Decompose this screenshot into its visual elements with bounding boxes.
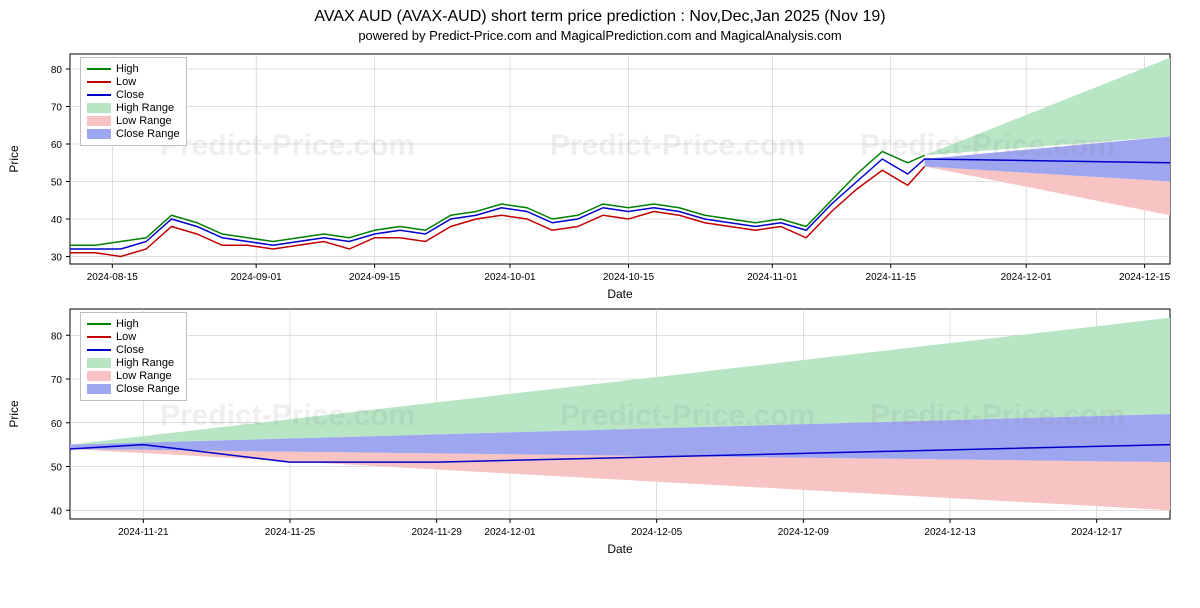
legend-close: Close <box>87 89 180 101</box>
svg-text:2024-11-15: 2024-11-15 <box>866 272 917 283</box>
legend-high-range: High Range <box>87 357 180 369</box>
legend-low-range: Low Range <box>87 115 180 127</box>
svg-text:50: 50 <box>51 178 63 189</box>
svg-text:Price: Price <box>7 400 21 428</box>
svg-text:2024-08-15: 2024-08-15 <box>87 272 139 283</box>
legend-close-range: Close Range <box>87 128 180 140</box>
legend-high: High <box>87 318 180 330</box>
legend-low: Low <box>87 76 180 88</box>
svg-text:30: 30 <box>51 253 63 264</box>
page-subtitle: powered by Predict-Price.com and Magical… <box>0 28 1200 43</box>
svg-text:40: 40 <box>51 506 63 517</box>
svg-text:50: 50 <box>51 463 63 474</box>
svg-text:70: 70 <box>51 375 63 386</box>
legend-low-range: Low Range <box>87 370 180 382</box>
svg-text:2024-11-25: 2024-11-25 <box>265 527 316 538</box>
legend-close: Close <box>87 344 180 356</box>
svg-text:2024-09-01: 2024-09-01 <box>231 272 283 283</box>
svg-text:2024-12-13: 2024-12-13 <box>924 527 976 538</box>
svg-text:70: 70 <box>51 103 63 114</box>
svg-text:2024-12-01: 2024-12-01 <box>1001 272 1053 283</box>
svg-text:2024-10-15: 2024-10-15 <box>603 272 655 283</box>
page-title: AVAX AUD (AVAX-AUD) short term price pre… <box>0 8 1200 26</box>
chart-1: 30 40 50 60 70 80 2024-08-15 2024-09-01 2024-09-… <box>0 49 1200 304</box>
svg-text:2024-12-09: 2024-12-09 <box>778 527 830 538</box>
svg-text:2024-11-29: 2024-11-29 <box>411 527 462 538</box>
svg-text:2024-11-21: 2024-11-21 <box>118 527 169 538</box>
svg-text:60: 60 <box>51 140 63 151</box>
legend-high: High <box>87 63 180 75</box>
svg-text:2024-12-01: 2024-12-01 <box>484 527 536 538</box>
svg-text:80: 80 <box>51 331 63 342</box>
legend-low: Low <box>87 331 180 343</box>
svg-text:2024-09-15: 2024-09-15 <box>349 272 401 283</box>
svg-text:60: 60 <box>51 419 63 430</box>
svg-text:Date: Date <box>607 287 633 301</box>
svg-text:2024-11-01: 2024-11-01 <box>747 272 798 283</box>
svg-text:40: 40 <box>51 215 63 226</box>
svg-text:2024-12-05: 2024-12-05 <box>631 527 683 538</box>
chart-1-legend: High Low Close High Range Low Range Clos… <box>80 57 187 146</box>
svg-text:2024-12-17: 2024-12-17 <box>1071 527 1123 538</box>
svg-text:2024-12-15: 2024-12-15 <box>1119 272 1171 283</box>
svg-text:Date: Date <box>607 542 633 556</box>
chart-2-legend: High Low Close High Range Low Range Clos… <box>80 312 187 401</box>
chart-2: 40 50 60 70 80 2024-11-21 2024-11-25 2024-11-29… <box>0 304 1200 569</box>
legend-close-range: Close Range <box>87 383 180 395</box>
legend-high-range: High Range <box>87 102 180 114</box>
svg-text:Price: Price <box>7 145 21 173</box>
svg-text:2024-10-01: 2024-10-01 <box>484 272 536 283</box>
svg-text:80: 80 <box>51 65 63 76</box>
